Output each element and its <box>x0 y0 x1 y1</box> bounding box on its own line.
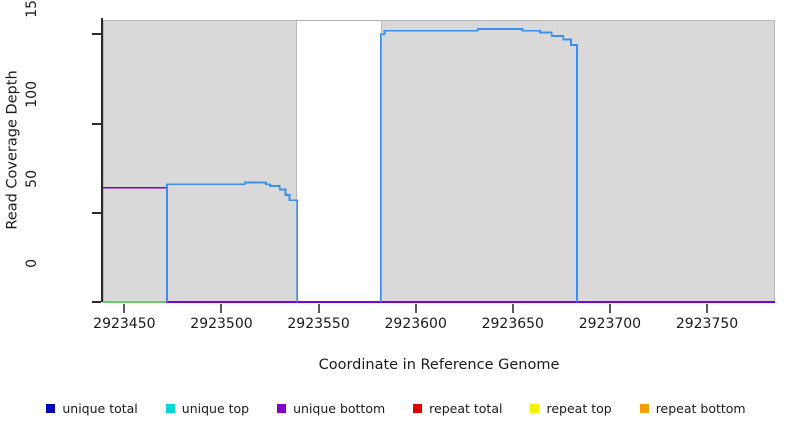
plot-area <box>103 20 775 303</box>
legend-item-label: repeat top <box>546 400 612 416</box>
y-tick <box>92 211 101 214</box>
y-axis-title: Read Coverage Depth <box>0 0 26 300</box>
x-tick <box>414 304 417 313</box>
y-tick-label: 0 <box>0 259 76 309</box>
coverage-outline-right <box>379 28 578 302</box>
y-tick-label: 100 <box>0 81 76 131</box>
x-tick-label: 2923750 <box>675 316 739 332</box>
legend-swatch-icon <box>413 403 423 413</box>
y-tick-label-text: 0 <box>24 259 40 268</box>
y-tick-label-text: 150 <box>24 0 40 18</box>
y-tick-label-text: 50 <box>24 169 40 188</box>
legend-swatch-icon <box>530 403 540 413</box>
y-tick <box>92 301 101 303</box>
legend-item-label: unique top <box>181 400 250 416</box>
x-tick <box>608 304 611 313</box>
x-tick <box>123 304 126 313</box>
legend-item-label: repeat bottom <box>655 400 746 416</box>
x-tick-label: 2923450 <box>93 316 156 332</box>
legend-item-label: unique total <box>62 400 138 416</box>
y-tick-label-text: 100 <box>24 80 40 108</box>
x-tick-label: 2923600 <box>384 316 447 332</box>
repeat-region-shade <box>103 20 298 302</box>
legend-swatch-icon <box>277 403 287 413</box>
legend-item[interactable]: unique top <box>165 400 250 416</box>
y-tick <box>92 122 101 125</box>
x-tick <box>511 304 514 313</box>
x-tick <box>317 304 320 313</box>
legend-item-label: unique bottom <box>293 400 386 416</box>
legend-item[interactable]: unique total <box>46 400 138 416</box>
legend-item[interactable]: repeat top <box>530 400 612 416</box>
y-tick-label: 150 <box>0 0 76 41</box>
legend-swatch-icon <box>46 403 56 413</box>
x-tick-label: 2923700 <box>578 316 642 332</box>
legend-item[interactable]: unique bottom <box>277 401 385 416</box>
x-tick <box>220 304 223 313</box>
x-axis-title: Coordinate in Reference Genome <box>318 357 560 373</box>
coverage-curves <box>103 28 775 303</box>
legend-item-label: repeat total <box>429 400 503 416</box>
y-tick-label: 50 <box>0 170 76 220</box>
y-axis-line <box>101 18 103 302</box>
coverage-outline-left <box>166 181 299 302</box>
x-tick-label: 2923550 <box>287 316 350 332</box>
x-tick-label: 2923650 <box>481 316 544 332</box>
legend-swatch-icon <box>639 403 649 413</box>
legend-item[interactable]: repeat bottom <box>639 400 746 416</box>
x-tick-label: 2923500 <box>190 316 253 332</box>
series-unique-bottom <box>103 186 775 303</box>
legend-swatch-icon <box>165 403 175 413</box>
y-tick <box>92 33 101 36</box>
legend: unique total unique top unique bottom repea… <box>0 398 792 418</box>
repeat-region-shade <box>380 20 775 302</box>
legend-item[interactable]: repeat total <box>413 401 502 416</box>
x-tick <box>706 304 709 313</box>
